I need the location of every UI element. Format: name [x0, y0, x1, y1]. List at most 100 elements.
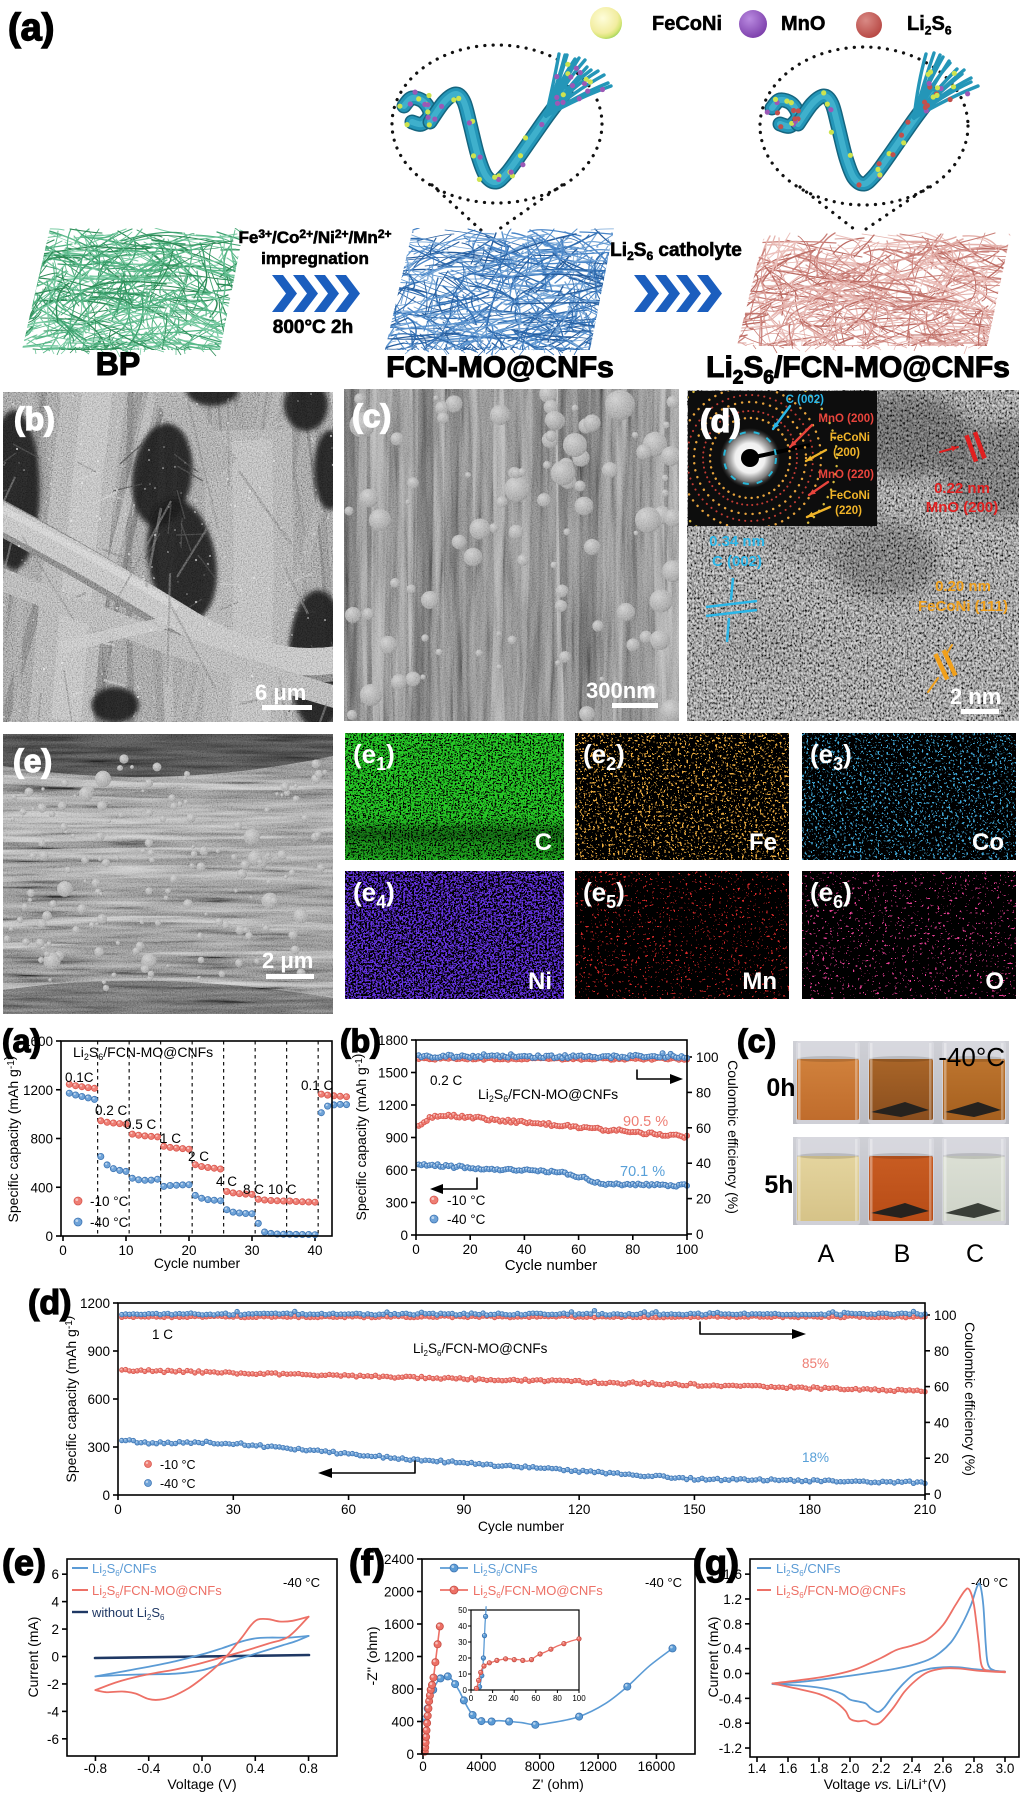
svg-text:0: 0: [59, 1243, 67, 1258]
svg-text:Li2S6​/FCN-MO@CNFs: Li2S6​/FCN-MO@CNFs: [92, 1583, 222, 1600]
svg-text:20: 20: [181, 1243, 196, 1258]
svg-text:30: 30: [244, 1243, 259, 1258]
svg-text:MnO: MnO: [781, 13, 825, 35]
svg-text:10: 10: [118, 1243, 133, 1258]
svg-text:0: 0: [114, 1502, 122, 1517]
svg-text:-0.8: -0.8: [84, 1761, 107, 1776]
svg-text:60: 60: [341, 1502, 356, 1517]
svg-text:Fe: Fe: [749, 829, 777, 856]
svg-text:Z' (ohm): Z' (ohm): [532, 1776, 584, 1792]
svg-text:4000: 4000: [466, 1759, 496, 1774]
svg-text:20: 20: [934, 1451, 949, 1466]
svg-text:80: 80: [625, 1242, 640, 1257]
svg-text:(b): (b): [340, 1023, 381, 1059]
svg-text:-40 °C: -40 °C: [90, 1215, 129, 1230]
svg-text:0: 0: [934, 1487, 942, 1502]
svg-text:400: 400: [391, 1715, 414, 1730]
svg-text:1.4: 1.4: [748, 1761, 767, 1776]
svg-text:3.0: 3.0: [996, 1761, 1015, 1776]
svg-text:100: 100: [934, 1308, 957, 1323]
svg-text:60: 60: [696, 1121, 711, 1136]
svg-text:0: 0: [419, 1759, 427, 1774]
svg-text:0.8: 0.8: [723, 1617, 742, 1632]
svg-text:Li2S6​/CNFs: Li2S6​/CNFs: [92, 1561, 157, 1578]
svg-text:C: C: [966, 1240, 984, 1268]
svg-text:800: 800: [391, 1682, 414, 1697]
svg-text:MnO (220): MnO (220): [818, 469, 874, 481]
svg-text:1800: 1800: [378, 1033, 408, 1048]
svg-text:C (002): C (002): [786, 394, 825, 406]
svg-text:MnO (200): MnO (200): [818, 413, 874, 425]
svg-text:(c): (c): [737, 1023, 776, 1059]
svg-text:4: 4: [51, 1595, 59, 1610]
svg-text:1200: 1200: [384, 1650, 414, 1665]
svg-text:18%: 18%: [802, 1450, 829, 1465]
svg-text:5h: 5h: [764, 1171, 793, 1199]
svg-text:Current (mA): Current (mA): [705, 1617, 721, 1698]
svg-text:4 C: 4 C: [216, 1174, 237, 1189]
svg-text:1600: 1600: [384, 1617, 414, 1632]
svg-text:(220): (220): [835, 505, 862, 517]
svg-text:MnO (200): MnO (200): [926, 499, 999, 516]
svg-text:40: 40: [934, 1415, 949, 1430]
svg-text:16000: 16000: [638, 1759, 676, 1774]
svg-text:-1.2: -1.2: [719, 1741, 742, 1756]
svg-text:(e4): (e4): [353, 877, 395, 912]
svg-text:Coulombic efficiency (%): Coulombic efficiency (%): [962, 1322, 978, 1476]
svg-text:0.5 C: 0.5 C: [124, 1117, 157, 1132]
svg-text:(e5): (e5): [583, 877, 625, 912]
svg-text:80: 80: [553, 1694, 562, 1703]
svg-text:20: 20: [463, 1242, 478, 1257]
svg-text:Voltage vs. Li/Li+(V): Voltage vs. Li/Li+(V): [824, 1776, 947, 1792]
svg-text:-40 °C: -40 °C: [447, 1212, 486, 1227]
svg-text:30: 30: [226, 1502, 241, 1517]
svg-text:900: 900: [385, 1131, 408, 1146]
svg-text:1 C: 1 C: [160, 1131, 181, 1146]
svg-text:40: 40: [307, 1243, 322, 1258]
svg-text:800°C 2h: 800°C 2h: [273, 317, 353, 338]
svg-text:600: 600: [385, 1163, 408, 1178]
svg-text:Specific capacity (mAh g-1): Specific capacity (mAh g-1): [349, 1054, 369, 1221]
svg-text:20: 20: [488, 1694, 497, 1703]
svg-text:0.8: 0.8: [299, 1761, 318, 1776]
svg-text:2 μm: 2 μm: [262, 948, 313, 973]
svg-text:100: 100: [676, 1242, 699, 1257]
svg-text:Specific capacity (mAh g-1): Specific capacity (mAh g-1): [1, 1056, 21, 1223]
svg-text:0.1C: 0.1C: [65, 1070, 94, 1085]
svg-text:0.1 C: 0.1 C: [301, 1078, 334, 1093]
svg-text:impregnation: impregnation: [261, 249, 369, 268]
svg-text:-0.4: -0.4: [137, 1761, 161, 1776]
svg-text:Mn: Mn: [742, 968, 777, 995]
svg-text:20: 20: [458, 1654, 467, 1663]
svg-text:(d): (d): [28, 1284, 71, 1322]
svg-text:Li2S6​ catholyte: Li2S6​ catholyte: [610, 240, 742, 263]
svg-text:80: 80: [934, 1344, 949, 1359]
svg-text:(e3): (e3): [810, 739, 852, 774]
svg-text:300nm: 300nm: [586, 678, 656, 703]
svg-text:(e6): (e6): [810, 877, 852, 912]
svg-text:40: 40: [517, 1242, 532, 1257]
svg-text:1200: 1200: [80, 1296, 110, 1311]
svg-text:Cycle number: Cycle number: [154, 1255, 241, 1271]
svg-text:40: 40: [458, 1622, 467, 1631]
svg-text:1200: 1200: [23, 1083, 53, 1098]
svg-text:C (002): C (002): [712, 553, 762, 570]
svg-text:-10 °C: -10 °C: [447, 1193, 486, 1208]
svg-text:0.4: 0.4: [723, 1642, 742, 1657]
svg-text:0: 0: [102, 1488, 110, 1503]
svg-text:90.5 %: 90.5 %: [623, 1114, 668, 1130]
svg-text:C: C: [535, 829, 552, 856]
svg-text:8000: 8000: [525, 1759, 555, 1774]
svg-text:0: 0: [463, 1686, 468, 1695]
svg-text:FCN-MO@CNFs: FCN-MO@CNFs: [386, 351, 614, 384]
svg-text:-40 °C: -40 °C: [645, 1575, 682, 1590]
svg-text:0: 0: [469, 1694, 474, 1703]
svg-text:8 C: 8 C: [243, 1182, 264, 1197]
svg-text:900: 900: [87, 1344, 110, 1359]
svg-text:FeCoNi: FeCoNi: [652, 13, 722, 35]
svg-text:-40 °C: -40 °C: [283, 1575, 320, 1590]
svg-text:30: 30: [458, 1638, 467, 1647]
svg-text:Voltage (V): Voltage (V): [167, 1776, 236, 1792]
svg-text:-10 °C: -10 °C: [90, 1194, 129, 1209]
svg-text:(a): (a): [8, 7, 54, 49]
